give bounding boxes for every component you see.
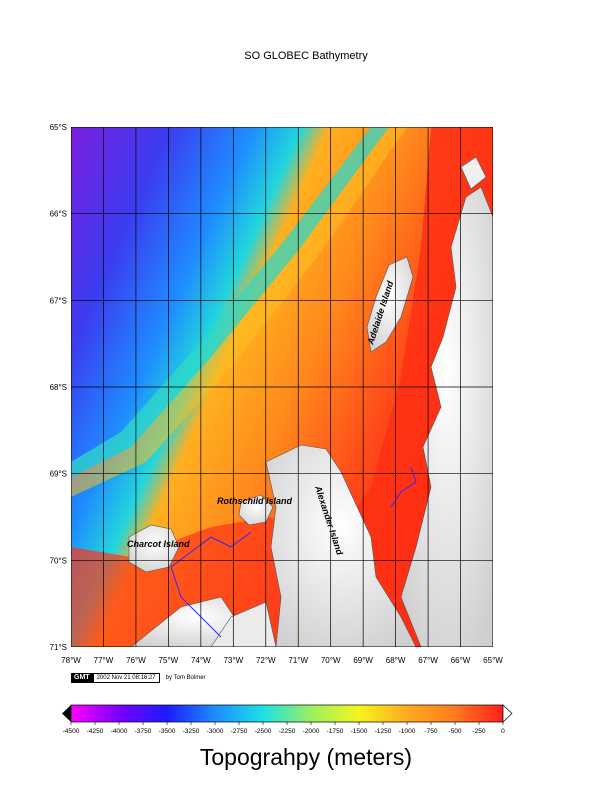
latitude-label: 70°S xyxy=(50,556,67,565)
longitude-labels: 78°W 77°W 76°W 75°W 74°W 73°W 72°W 71°W 70°W 69°W… xyxy=(61,656,503,665)
adelaide-island[interactable] xyxy=(366,256,414,353)
colorbar-high-arrow xyxy=(502,704,513,723)
colorbar-tick-label: -4250 xyxy=(87,728,104,735)
colorbar-tick-label: -3000 xyxy=(207,728,224,735)
latitude-label: 71°S xyxy=(50,643,67,652)
colorbar-tick-label: -4500 xyxy=(63,728,80,735)
longitude-label: 78°W xyxy=(61,656,81,665)
latitude-label: 66°S xyxy=(50,210,67,219)
gmt-timestamp: GMT 2002 Nov 21 08:16:27 by Tom Bolmer xyxy=(71,673,206,683)
colorbar-gradient xyxy=(70,704,504,723)
longitude-label: 72°W xyxy=(256,656,276,665)
latitude-labels: 65°S 66°S 67°S 68°S 69°S 70°S 71°S xyxy=(50,123,67,652)
ice-shelf-line xyxy=(170,531,252,638)
colorbar-tick-label: -750 xyxy=(424,728,438,735)
longitude-label: 69°W xyxy=(353,656,373,665)
longitude-label: 76°W xyxy=(126,656,146,665)
colorbar-tick-label: -3500 xyxy=(159,728,176,735)
longitude-label: 68°W xyxy=(386,656,406,665)
longitude-label: 67°W xyxy=(418,656,438,665)
colorbar-tick-label: -3250 xyxy=(183,728,200,735)
longitude-label: 74°W xyxy=(191,656,211,665)
stamp-date: 2002 Nov 21 08:16:27 xyxy=(92,673,160,683)
alexander-island[interactable] xyxy=(265,444,417,648)
colorbar-tick-label: -250 xyxy=(472,728,486,735)
latitude-label: 68°S xyxy=(50,383,67,392)
slope-band xyxy=(71,127,389,477)
colorbar-tick-label: -2750 xyxy=(231,728,248,735)
colorbar-low-arrow xyxy=(62,705,71,722)
label-charcot-island: Charcot Island xyxy=(127,539,190,549)
colorbar: -4500 -4250 -4000 -3750 -3500 -3250 -3000 -2750… xyxy=(62,704,513,735)
longitude-label: 65°W xyxy=(483,656,503,665)
colorbar-tick-label: -4000 xyxy=(111,728,128,735)
gmt-logo: GMT xyxy=(71,673,93,683)
latitude-label: 67°S xyxy=(50,296,67,305)
map-title: SO GLOBEC Bathymetry xyxy=(244,50,368,62)
longitude-label: 73°W xyxy=(223,656,243,665)
latitude-label: 65°S xyxy=(50,123,67,132)
map-canvas: Adelaide Island Rothschild Island Alexan… xyxy=(70,126,494,648)
longitude-label: 77°W xyxy=(94,656,114,665)
colorbar-tick-label: -1250 xyxy=(375,728,392,735)
colorbar-tick-label: -2000 xyxy=(303,728,320,735)
colorbar-title: Topograhpy (meters) xyxy=(199,744,413,770)
colorbar-tick-label: -1500 xyxy=(351,728,368,735)
label-rothschild-island: Rothschild Island xyxy=(217,496,293,506)
colorbar-tick-label: -2250 xyxy=(279,728,296,735)
stamp-author: by Tom Bolmer xyxy=(165,675,206,681)
colorbar-tick-label: -3750 xyxy=(135,728,152,735)
shelf-edge-band xyxy=(71,127,407,497)
longitude-label: 75°W xyxy=(159,656,179,665)
latitude-label: 69°S xyxy=(50,470,67,479)
colorbar-tick-label: -1750 xyxy=(327,728,344,735)
longitude-label: 66°W xyxy=(451,656,471,665)
colorbar-tick-label: 0 xyxy=(501,728,505,735)
colorbar-tick-label: -500 xyxy=(448,728,462,735)
ice-shelf-line-east xyxy=(390,466,417,508)
longitude-label: 70°W xyxy=(321,656,341,665)
peninsula-north-coast xyxy=(460,156,487,190)
colorbar-tick-label: -1000 xyxy=(399,728,416,735)
longitude-label: 71°W xyxy=(288,656,308,665)
bathymetry-map[interactable]: Adelaide Island Rothschild Island Alexan… xyxy=(70,126,494,648)
colorbar-tick-label: -2500 xyxy=(255,728,272,735)
